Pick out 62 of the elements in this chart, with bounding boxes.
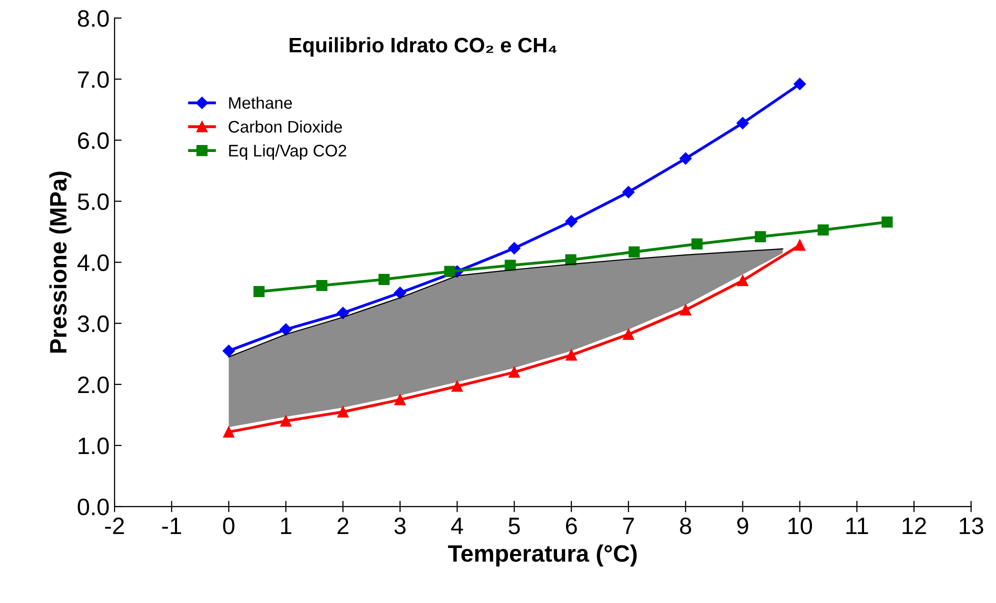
- point: [452, 380, 463, 392]
- point: [253, 286, 265, 298]
- point: [394, 394, 406, 406]
- point: [223, 426, 234, 438]
- x-tick-label: 8: [680, 518, 692, 534]
- point: [794, 78, 806, 90]
- y-axis-title: Pressione (MPa): [49, 172, 72, 353]
- legend-label: Eq Liq/Vap CO2: [229, 144, 346, 160]
- point: [316, 280, 328, 292]
- point: [504, 260, 516, 271]
- legend-label: Carbon Dioxide: [228, 120, 342, 133]
- x-tick-label: 0: [223, 518, 234, 534]
- y-tick-label: 1.0: [78, 438, 109, 454]
- x-axis-title: Temperatura (°C): [448, 544, 637, 567]
- point: [680, 304, 692, 316]
- y-tick-label: 4.0: [77, 254, 109, 272]
- point: [566, 350, 577, 361]
- point: [691, 238, 703, 250]
- y-tick-label: 5.0: [78, 193, 109, 210]
- x-tick-label: 10: [788, 518, 812, 534]
- x-tick-label: -2: [105, 518, 124, 534]
- point: [280, 323, 292, 336]
- x-tick-label: -1: [162, 518, 181, 534]
- x-tick-label: 3: [394, 518, 406, 534]
- y-tick-label: 3.0: [78, 315, 109, 332]
- x-tick-label: 1: [281, 518, 292, 534]
- point: [754, 231, 766, 242]
- point: [622, 328, 634, 340]
- point: [280, 415, 292, 427]
- x-tick-label: 13: [960, 518, 984, 534]
- point: [679, 152, 692, 165]
- y-tick-label: 7.0: [78, 71, 109, 88]
- x-tick-label: 11: [846, 518, 868, 534]
- x-tick-label: 6: [566, 518, 577, 534]
- point: [628, 246, 640, 258]
- point: [508, 366, 520, 378]
- point: [378, 274, 390, 285]
- x-tick-label: 5: [508, 518, 520, 534]
- x-tick-label: 9: [737, 518, 748, 534]
- point: [337, 406, 349, 418]
- x-tick-label: 7: [623, 518, 634, 534]
- point: [794, 240, 806, 251]
- point: [336, 306, 350, 320]
- legend-label: Methane: [229, 96, 292, 109]
- x-tick-label: 4: [451, 518, 464, 534]
- point: [882, 216, 893, 228]
- point: [818, 224, 829, 236]
- x-tick-label: 2: [338, 518, 348, 534]
- point: [737, 275, 748, 286]
- point: [394, 286, 406, 299]
- y-tick-label: 0.0: [78, 498, 109, 516]
- x-tick-label: 12: [902, 518, 926, 534]
- y-tick-label: 6.0: [78, 132, 109, 149]
- point: [736, 117, 749, 130]
- point: [622, 186, 635, 198]
- y-tick-label: 2.0: [78, 376, 109, 394]
- y-tick-label: 8.0: [78, 10, 109, 27]
- point: [444, 266, 456, 278]
- point: [222, 344, 235, 357]
- point: [565, 215, 578, 228]
- point: [508, 242, 520, 254]
- text: Equilibrio Idrato CO₂ e CH₄: [290, 37, 556, 57]
